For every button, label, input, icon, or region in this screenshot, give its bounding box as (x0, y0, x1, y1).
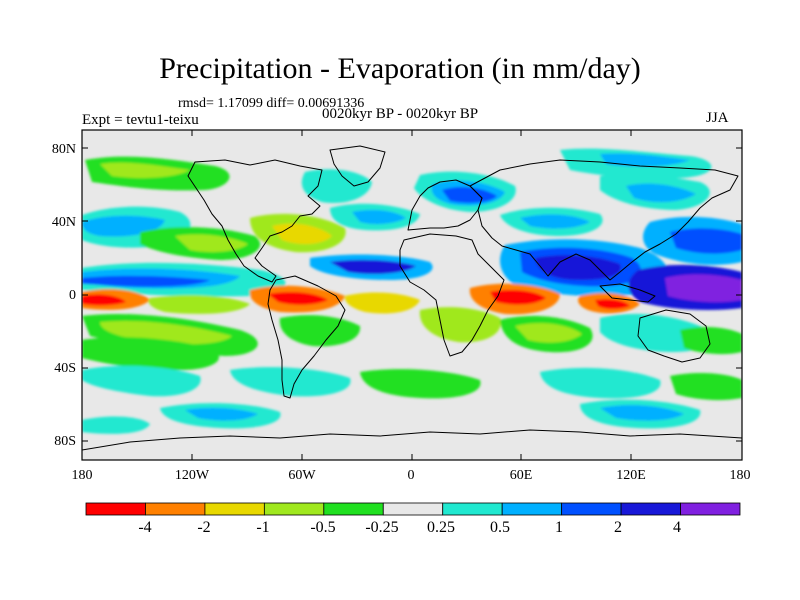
lon-tick-180e: 180 (729, 468, 751, 483)
colorbar-label-p05: 0.5 (490, 519, 510, 536)
colorbar-label-p025: 0.25 (427, 519, 455, 536)
colorbar-segment-3 (263, 502, 325, 516)
colorbar-label-m4: -4 (138, 519, 152, 536)
colorbar-segment-9 (620, 502, 681, 516)
colorbar-label-p2: 2 (614, 519, 622, 536)
lon-tick-120w: 120W (174, 468, 210, 483)
colorbar-label-m025: -0.25 (365, 519, 399, 536)
lat-tick-40s: 40S (54, 361, 76, 376)
period-label: 0020kyr BP - 0020kyr BP (322, 106, 479, 122)
colorbar-segment-1 (145, 502, 206, 516)
colorbar-label-m2: -2 (197, 519, 211, 536)
coast-greenland (329, 145, 386, 187)
coast-australia (637, 309, 711, 363)
colorbar-segment-2 (204, 502, 265, 516)
experiment-label: Expt = tevtu1-teixu (82, 112, 199, 128)
colorbar-segment-0 (85, 502, 146, 516)
colorbar-segment-10 (680, 502, 741, 516)
colorbar-segment-7 (501, 502, 563, 516)
colorbar-segment-5 (382, 502, 444, 516)
contour-fields (82, 148, 742, 434)
colorbar-segment-8 (561, 502, 622, 516)
coast-asia (469, 159, 739, 281)
colorbar-label-p1: 1 (555, 519, 563, 536)
coastlines (82, 145, 742, 451)
coast-north-america (187, 159, 323, 283)
colorbar-segment-4 (323, 502, 384, 516)
lon-tick-0: 0 (407, 468, 415, 483)
coast-south-america (267, 275, 346, 399)
coast-indonesia (599, 283, 656, 303)
lat-tick-40n: 40N (51, 215, 76, 230)
lon-tick-60w: 60W (288, 468, 316, 483)
stats-text: rmsd= 1.17099 diff= 0.00691336 (178, 96, 365, 111)
lon-tick-120e: 120E (616, 468, 646, 483)
map-title: Precipitation - Evaporation (in mm/day) (159, 52, 641, 85)
coast-antarctica (82, 429, 742, 451)
colorbar-label-m05: -0.5 (310, 519, 336, 536)
lat-tick-0: 0 (69, 288, 76, 303)
lat-tick-80s: 80S (54, 434, 76, 449)
lon-tick-60e: 60E (509, 468, 533, 483)
season-label: JJA (706, 110, 729, 126)
lon-tick-180w: 180 (71, 468, 93, 483)
coast-africa (399, 233, 505, 357)
colorbar-label-m1: -1 (256, 519, 270, 536)
lat-tick-80n: 80N (51, 142, 76, 157)
colorbar-label-p4: 4 (673, 519, 681, 536)
colorbar (85, 502, 741, 516)
colorbar-segment-6 (442, 502, 503, 516)
axis-ticks (82, 130, 742, 460)
